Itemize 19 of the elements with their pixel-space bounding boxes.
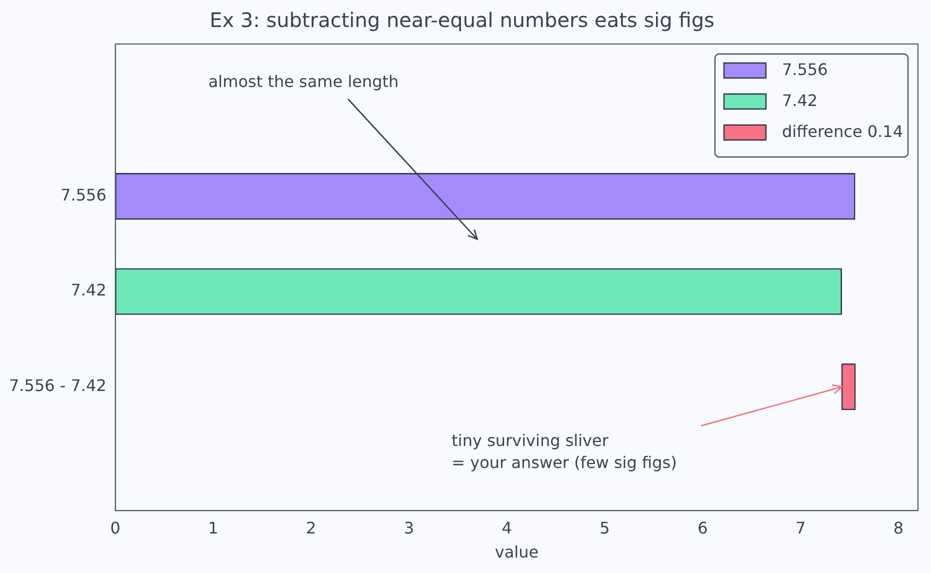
y-tick-label: 7.42 xyxy=(70,280,106,300)
x-tick-label: 5 xyxy=(600,518,610,538)
y-tick-label: 7.556 xyxy=(60,186,106,205)
x-axis-title: value xyxy=(494,542,539,562)
legend-label: 7.42 xyxy=(782,91,818,110)
x-tick-label: 2 xyxy=(306,518,316,538)
x-tick-label: 7 xyxy=(795,518,806,538)
text: almost the same length xyxy=(208,72,399,92)
x-tick-label: 8 xyxy=(893,518,904,538)
chart-title: Ex 3: subtracting near-equal numbers eats sig figs xyxy=(210,8,714,32)
legend-label: 7.556 xyxy=(782,60,828,80)
x-tick-label: 1 xyxy=(208,518,218,538)
annotation: tiny surviving sliver = your answer (few sig figs) xyxy=(452,430,677,472)
x-tick-label: 0 xyxy=(110,518,120,538)
x-tick-label: 3 xyxy=(404,518,414,538)
x-tick-label: 6 xyxy=(698,518,708,538)
y-tick-label: 7.556 - 7.42 xyxy=(9,376,106,395)
x-tick-label: 4 xyxy=(502,518,512,538)
legend-label: difference 0.14 xyxy=(782,122,903,142)
